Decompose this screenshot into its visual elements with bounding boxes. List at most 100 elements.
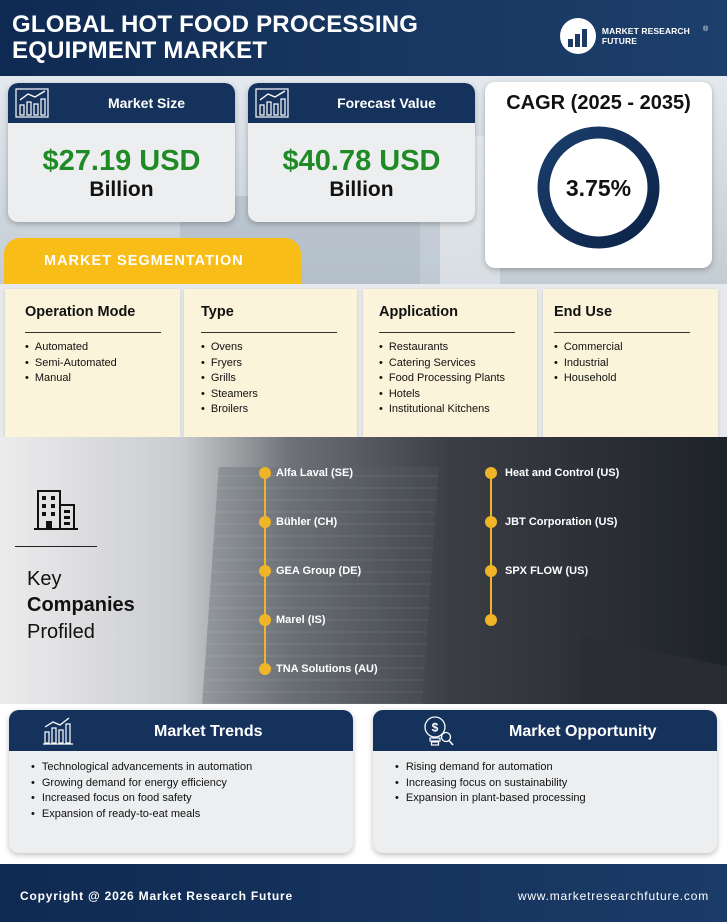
header: GLOBAL HOT FOOD PROCESSING EQUIPMENT MAR… bbox=[0, 0, 727, 76]
market-trends-list: Technological advancements in automation… bbox=[31, 760, 252, 823]
market-size-header: Market Size bbox=[8, 83, 235, 123]
segment-list: Ovens Fryers Grills Steamers Broilers bbox=[201, 340, 258, 418]
company-name: GEA Group (DE) bbox=[276, 565, 362, 577]
segment-list: Automated Semi-Automated Manual bbox=[25, 340, 117, 387]
timeline-dot bbox=[259, 614, 271, 626]
segmentation-banner: MARKET SEGMENTATION bbox=[4, 238, 301, 284]
list-item: Expansion in plant-based processing bbox=[395, 791, 586, 807]
market-trends-header: Market Trends bbox=[9, 710, 353, 751]
segment-title: End Use bbox=[554, 304, 613, 320]
market-trends-panel: Market Trends Technological advancements… bbox=[9, 710, 353, 853]
list-item: Increased focus on food safety bbox=[31, 791, 252, 807]
companies-divider bbox=[15, 546, 97, 547]
timeline-dot bbox=[259, 516, 271, 528]
company-name: Bühler (CH) bbox=[276, 516, 338, 528]
list-item: Increasing focus on sustainability bbox=[395, 776, 586, 792]
footer: Copyright @ 2026 Market Research Future … bbox=[0, 864, 727, 922]
list-item: Hotels bbox=[379, 387, 505, 403]
list-item: Restaurants bbox=[379, 340, 505, 356]
company-name: JBT Corporation (US) bbox=[505, 516, 618, 528]
forecast-header: Forecast Value bbox=[248, 83, 475, 123]
cagr-ring bbox=[537, 126, 660, 249]
growth-chart-icon bbox=[15, 88, 49, 118]
segment-divider bbox=[379, 332, 515, 333]
segment-type: Type Ovens Fryers Grills Steamers Broile… bbox=[184, 289, 357, 437]
segment-application: Application Restaurants Catering Service… bbox=[363, 289, 537, 437]
segmentation-banner-label: MARKET SEGMENTATION bbox=[44, 253, 244, 269]
timeline-dot bbox=[259, 565, 271, 577]
timeline-line bbox=[490, 473, 492, 621]
list-item: Expansion of ready-to-eat meals bbox=[31, 807, 252, 823]
logo-mark-icon bbox=[560, 18, 596, 54]
segment-divider bbox=[201, 332, 337, 333]
logo-text: MARKET RESEARCH FUTURE bbox=[601, 26, 690, 46]
company-name: TNA Solutions (AU) bbox=[276, 663, 378, 675]
copyright-text: Copyright @ 2026 Market Research Future bbox=[20, 889, 293, 903]
timeline-dot bbox=[259, 663, 271, 675]
market-size-card: Market Size $27.19 USD Billion bbox=[8, 83, 235, 222]
office-building-icon bbox=[34, 490, 78, 530]
registered-mark: ® bbox=[703, 26, 709, 33]
list-item: Technological advancements in automation bbox=[31, 760, 252, 776]
cagr-card: CAGR (2025 - 2035) 3.75% bbox=[485, 82, 712, 268]
cagr-title: CAGR (2025 - 2035) bbox=[506, 92, 691, 114]
market-size-label: Market Size bbox=[107, 95, 186, 111]
list-item: Semi-Automated bbox=[25, 356, 117, 372]
segment-end-use: End Use Commercial Industrial Household bbox=[543, 289, 718, 437]
list-item: Rising demand for automation bbox=[395, 760, 586, 776]
website-link[interactable]: www.marketresearchfuture.com bbox=[517, 889, 709, 903]
timeline-dot bbox=[485, 565, 497, 577]
companies-section: Key Companies Profiled Alfa Laval (SE) B… bbox=[0, 437, 727, 704]
market-opportunity-title: Market Opportunity bbox=[509, 723, 657, 740]
list-item: Automated bbox=[25, 340, 117, 356]
list-item: Commercial bbox=[554, 340, 623, 356]
segment-title: Application bbox=[379, 304, 458, 320]
segment-title: Type bbox=[201, 304, 234, 320]
growth-chart-icon bbox=[255, 88, 289, 118]
timeline-dot bbox=[485, 516, 497, 528]
market-opportunity-list: Rising demand for automation Increasing … bbox=[395, 760, 586, 807]
company-name: SPX FLOW (US) bbox=[505, 565, 589, 577]
segment-divider bbox=[25, 332, 161, 333]
list-item: Grills bbox=[201, 371, 258, 387]
segment-list: Restaurants Catering Services Food Proce… bbox=[379, 340, 505, 418]
market-size-unit: Billion bbox=[89, 178, 154, 201]
title-line-1: GLOBAL HOT FOOD PROCESSING bbox=[12, 11, 419, 38]
market-opportunity-panel: $ Market Opportunity Rising demand for a… bbox=[373, 710, 717, 853]
dollar-lightbulb-icon: $ bbox=[424, 716, 454, 746]
forecast-value: $40.78 USD bbox=[282, 145, 441, 177]
segment-divider bbox=[554, 332, 690, 333]
companies-heading-profiled: Profiled bbox=[27, 621, 95, 643]
list-item: Fryers bbox=[201, 356, 258, 372]
list-item: Manual bbox=[25, 371, 117, 387]
list-item: Growing demand for energy efficiency bbox=[31, 776, 252, 792]
forecast-label: Forecast Value bbox=[337, 95, 436, 111]
cagr-value: 3.75% bbox=[565, 175, 632, 201]
market-size-value: $27.19 USD bbox=[42, 145, 201, 177]
segment-title: Operation Mode bbox=[25, 304, 136, 320]
companies-heading-companies: Companies bbox=[27, 594, 135, 616]
market-trends-title: Market Trends bbox=[154, 723, 263, 740]
company-name: Marel (IS) bbox=[276, 614, 326, 626]
segment-list: Commercial Industrial Household bbox=[554, 340, 623, 387]
building-background bbox=[580, 634, 727, 704]
timeline-dot bbox=[485, 467, 497, 479]
segment-operation-mode: Operation Mode Automated Semi-Automated … bbox=[5, 289, 180, 437]
logo: MARKET RESEARCH FUTURE ® bbox=[560, 18, 727, 54]
list-item: Food Processing Plants bbox=[379, 371, 505, 387]
list-item: Catering Services bbox=[379, 356, 505, 372]
list-item: Industrial bbox=[554, 356, 623, 372]
list-item: Broilers bbox=[201, 402, 258, 418]
timeline-dot bbox=[485, 614, 497, 626]
title-line-2: EQUIPMENT MARKET bbox=[12, 37, 268, 64]
page-title: GLOBAL HOT FOOD PROCESSING EQUIPMENT MAR… bbox=[12, 12, 452, 64]
market-opportunity-header: $ Market Opportunity bbox=[373, 710, 717, 751]
list-item: Household bbox=[554, 371, 623, 387]
list-item: Ovens bbox=[201, 340, 258, 356]
company-name: Alfa Laval (SE) bbox=[276, 467, 354, 479]
forecast-card: Forecast Value $40.78 USD Billion bbox=[248, 83, 475, 222]
bar-chart-icon bbox=[43, 717, 73, 745]
forecast-unit: Billion bbox=[329, 178, 394, 201]
timeline-dot bbox=[259, 467, 271, 479]
companies-heading-key: Key bbox=[27, 568, 62, 590]
